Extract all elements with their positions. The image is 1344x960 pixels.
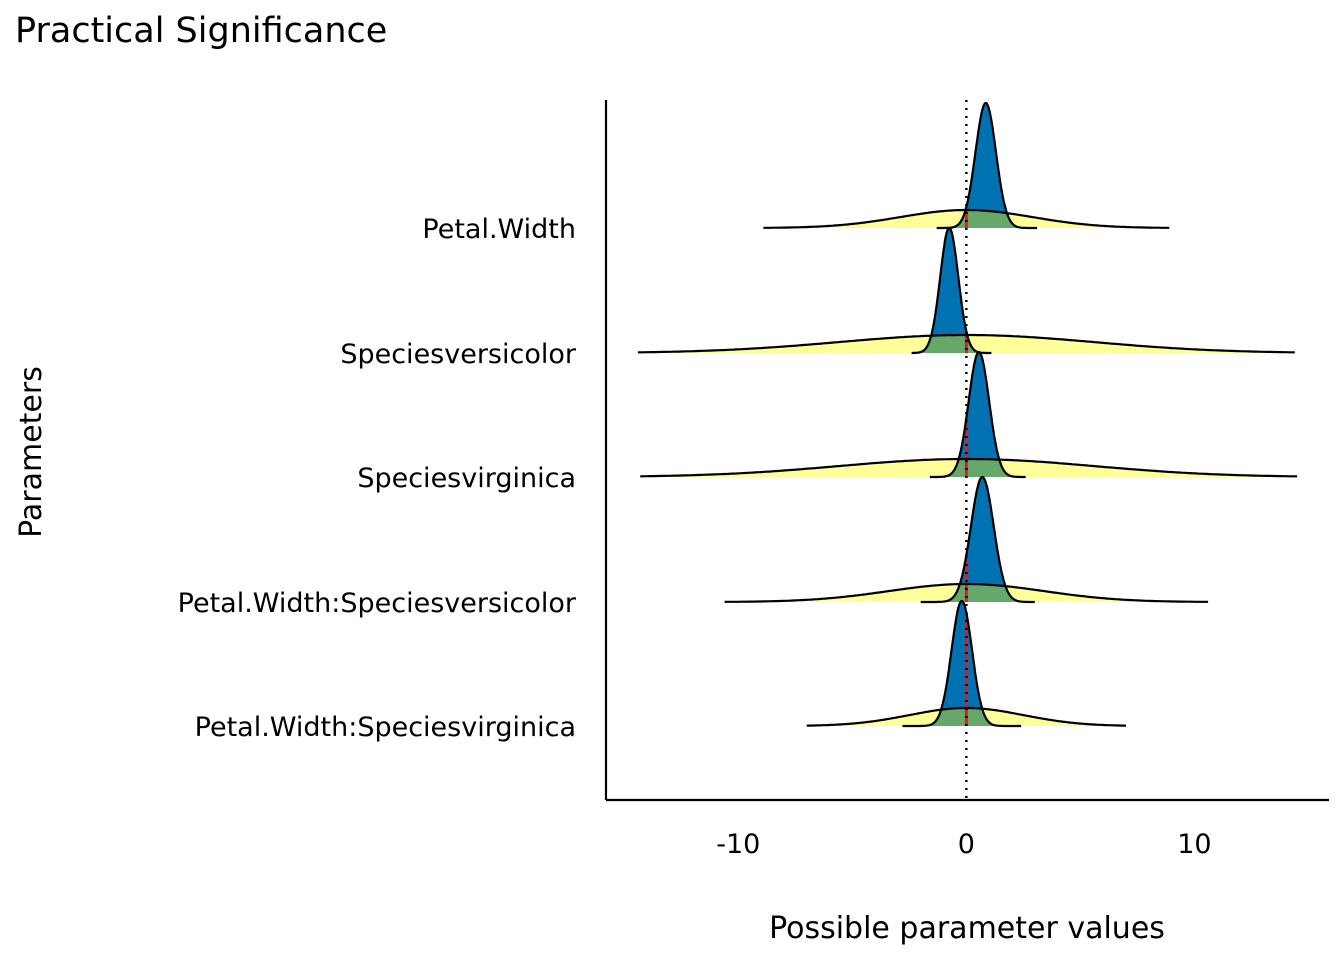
y-tick-label: Petal.Width:Speciesvirginica [195,712,576,743]
prior-density-line [637,333,1295,354]
prior-density-line [763,208,1170,229]
y-axis-title: Parameters [14,366,49,538]
plot-area: Petal.Width Speciesversicolor Speciesvirgi… [178,100,1329,860]
y-tick-label: Petal.Width [422,214,576,245]
x-tick-label: -10 [716,829,760,860]
chart-title: Practical Significance [15,11,387,51]
x-tick-label: 0 [958,829,975,860]
posterior-density-fill [936,103,1038,228]
prior-density-line [640,457,1298,478]
y-tick-label: Speciesversicolor [340,339,577,370]
posterior-density-fill [911,228,992,353]
y-tick-label: Petal.Width:Speciesversicolor [178,588,577,619]
prior-density-line [724,582,1209,603]
posterior-density-fill [920,477,1035,602]
posterior-density-fill [929,352,1026,477]
posterior-density-fill [902,601,1022,726]
y-tick-label: Speciesvirginica [357,463,576,494]
posterior-density-line [902,599,1022,728]
posterior-density-line [936,101,1038,230]
x-tick-label: 10 [1177,829,1211,860]
overlap-density-fill [902,708,1022,726]
x-axis-title: Possible parameter values [769,911,1165,946]
posterior-density-line [920,475,1035,604]
posterior-density-line [929,350,1026,479]
